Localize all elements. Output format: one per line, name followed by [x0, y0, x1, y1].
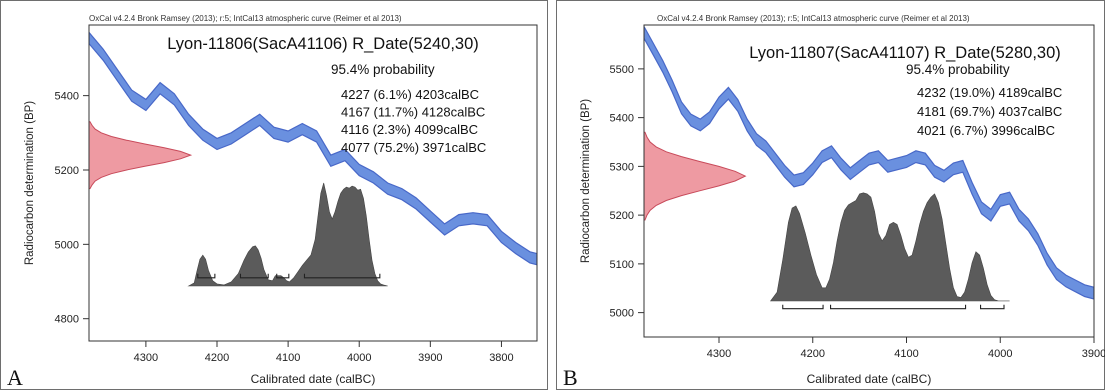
calibrated-distribution: [770, 192, 1010, 302]
oxcal-header: OxCal v4.2.4 Bronk Ramsey (2013); r:5; I…: [89, 14, 402, 23]
y-tick-label: 5500: [610, 64, 634, 76]
range-bracket-2: [830, 304, 967, 310]
range-bracket-4: [303, 273, 381, 279]
y-tick-label: 5400: [610, 113, 634, 125]
calibration-chart-b: 4300 4200 4100 4000 3900 5000 5100 5200 5300 5400…: [580, 14, 1105, 386]
axes-frame: [643, 24, 1095, 338]
calibration-curve-band: [89, 31, 537, 266]
calibrated-range-1: 4232 (19.0%) 4189calBC: [917, 85, 1062, 100]
range-bracket-3: [980, 304, 1005, 310]
x-tick-label: 3900: [418, 352, 442, 364]
range-bracket-3: [276, 273, 290, 279]
x-tick-label: 3800: [489, 352, 513, 364]
y-tick-label: 5300: [610, 161, 634, 173]
chart-title: Lyon-11807(SacA41107) R_Date(5280,30): [749, 44, 1061, 62]
chart-title: Lyon-11806(SacA41106) R_Date(5240,30): [167, 35, 479, 53]
calibration-curve-band: [644, 26, 1094, 300]
calibrated-range-3: 4021 (6.7%) 3996calBC: [917, 123, 1055, 138]
probability-label: 95.4% probability: [331, 62, 435, 77]
y-tick-label: 5400: [55, 91, 79, 103]
calibrated-distribution: [187, 182, 388, 287]
x-axis-label: Calibrated date (calBC): [251, 372, 376, 386]
x-tick-label: 4000: [347, 352, 371, 364]
chart-panel-a: 4300 4200 4100 4000 3900 3800 4800 5000 5200 5400…: [0, 0, 548, 390]
radiocarbon-measurement: [89, 121, 193, 190]
x-tick-label: 4300: [134, 352, 158, 364]
x-tick-label: 4200: [801, 348, 825, 360]
y-axis-label: Radiocarbon determination (BP): [24, 101, 36, 265]
calibrated-range-1: 4227 (6.1%) 4203calBC: [341, 87, 479, 102]
oxcal-header: OxCal v4.2.4 Bronk Ramsey (2013); r:5; I…: [657, 14, 970, 23]
x-tick-label: 4100: [276, 352, 300, 364]
plot-area: [89, 31, 537, 287]
y-tick-label: 5200: [610, 210, 634, 222]
x-tick-label: 4300: [707, 348, 731, 360]
range-bracket-1: [782, 304, 824, 310]
y-tick-label: 4800: [55, 314, 79, 326]
x-tick-label: 4100: [894, 348, 918, 360]
y-tick-label: 5000: [55, 239, 79, 251]
range-bracket-2: [239, 273, 269, 279]
y-tick-label: 5200: [55, 165, 79, 177]
axes-frame: [88, 24, 538, 342]
x-axis-label: Calibrated date (calBC): [807, 372, 932, 386]
x-tick-label: 3900: [1082, 348, 1105, 360]
calibration-chart-a: 4300 4200 4100 4000 3900 3800 4800 5000 5200 5400…: [24, 14, 538, 386]
panel-letter-b: B: [563, 365, 578, 390]
y-tick-label: 5100: [610, 259, 634, 271]
radiocarbon-measurement: [644, 131, 747, 221]
panel-letter-a: A: [7, 365, 23, 390]
y-axis-label: Radiocarbon determination (BP): [580, 99, 592, 263]
range-bracket-1: [197, 273, 216, 279]
x-tick-label: 4200: [205, 352, 229, 364]
x-tick-label: 4000: [988, 348, 1012, 360]
chart-panel-b: 4300 4200 4100 4000 3900 5000 5100 5200 5300 5400…: [556, 0, 1105, 390]
calibrated-range-2: 4167 (11.7%) 4128calBC: [341, 105, 485, 120]
plot-area: [644, 26, 1094, 302]
calibrated-range-3: 4116 (2.3%) 4099calBC: [341, 122, 478, 137]
y-tick-label: 5000: [610, 308, 634, 320]
probability-label: 95.4% probability: [906, 62, 1010, 77]
calibrated-range-2: 4181 (69.7%) 4037calBC: [917, 104, 1062, 119]
calibrated-range-4: 4077 (75.2%) 3971calBC: [341, 140, 486, 155]
